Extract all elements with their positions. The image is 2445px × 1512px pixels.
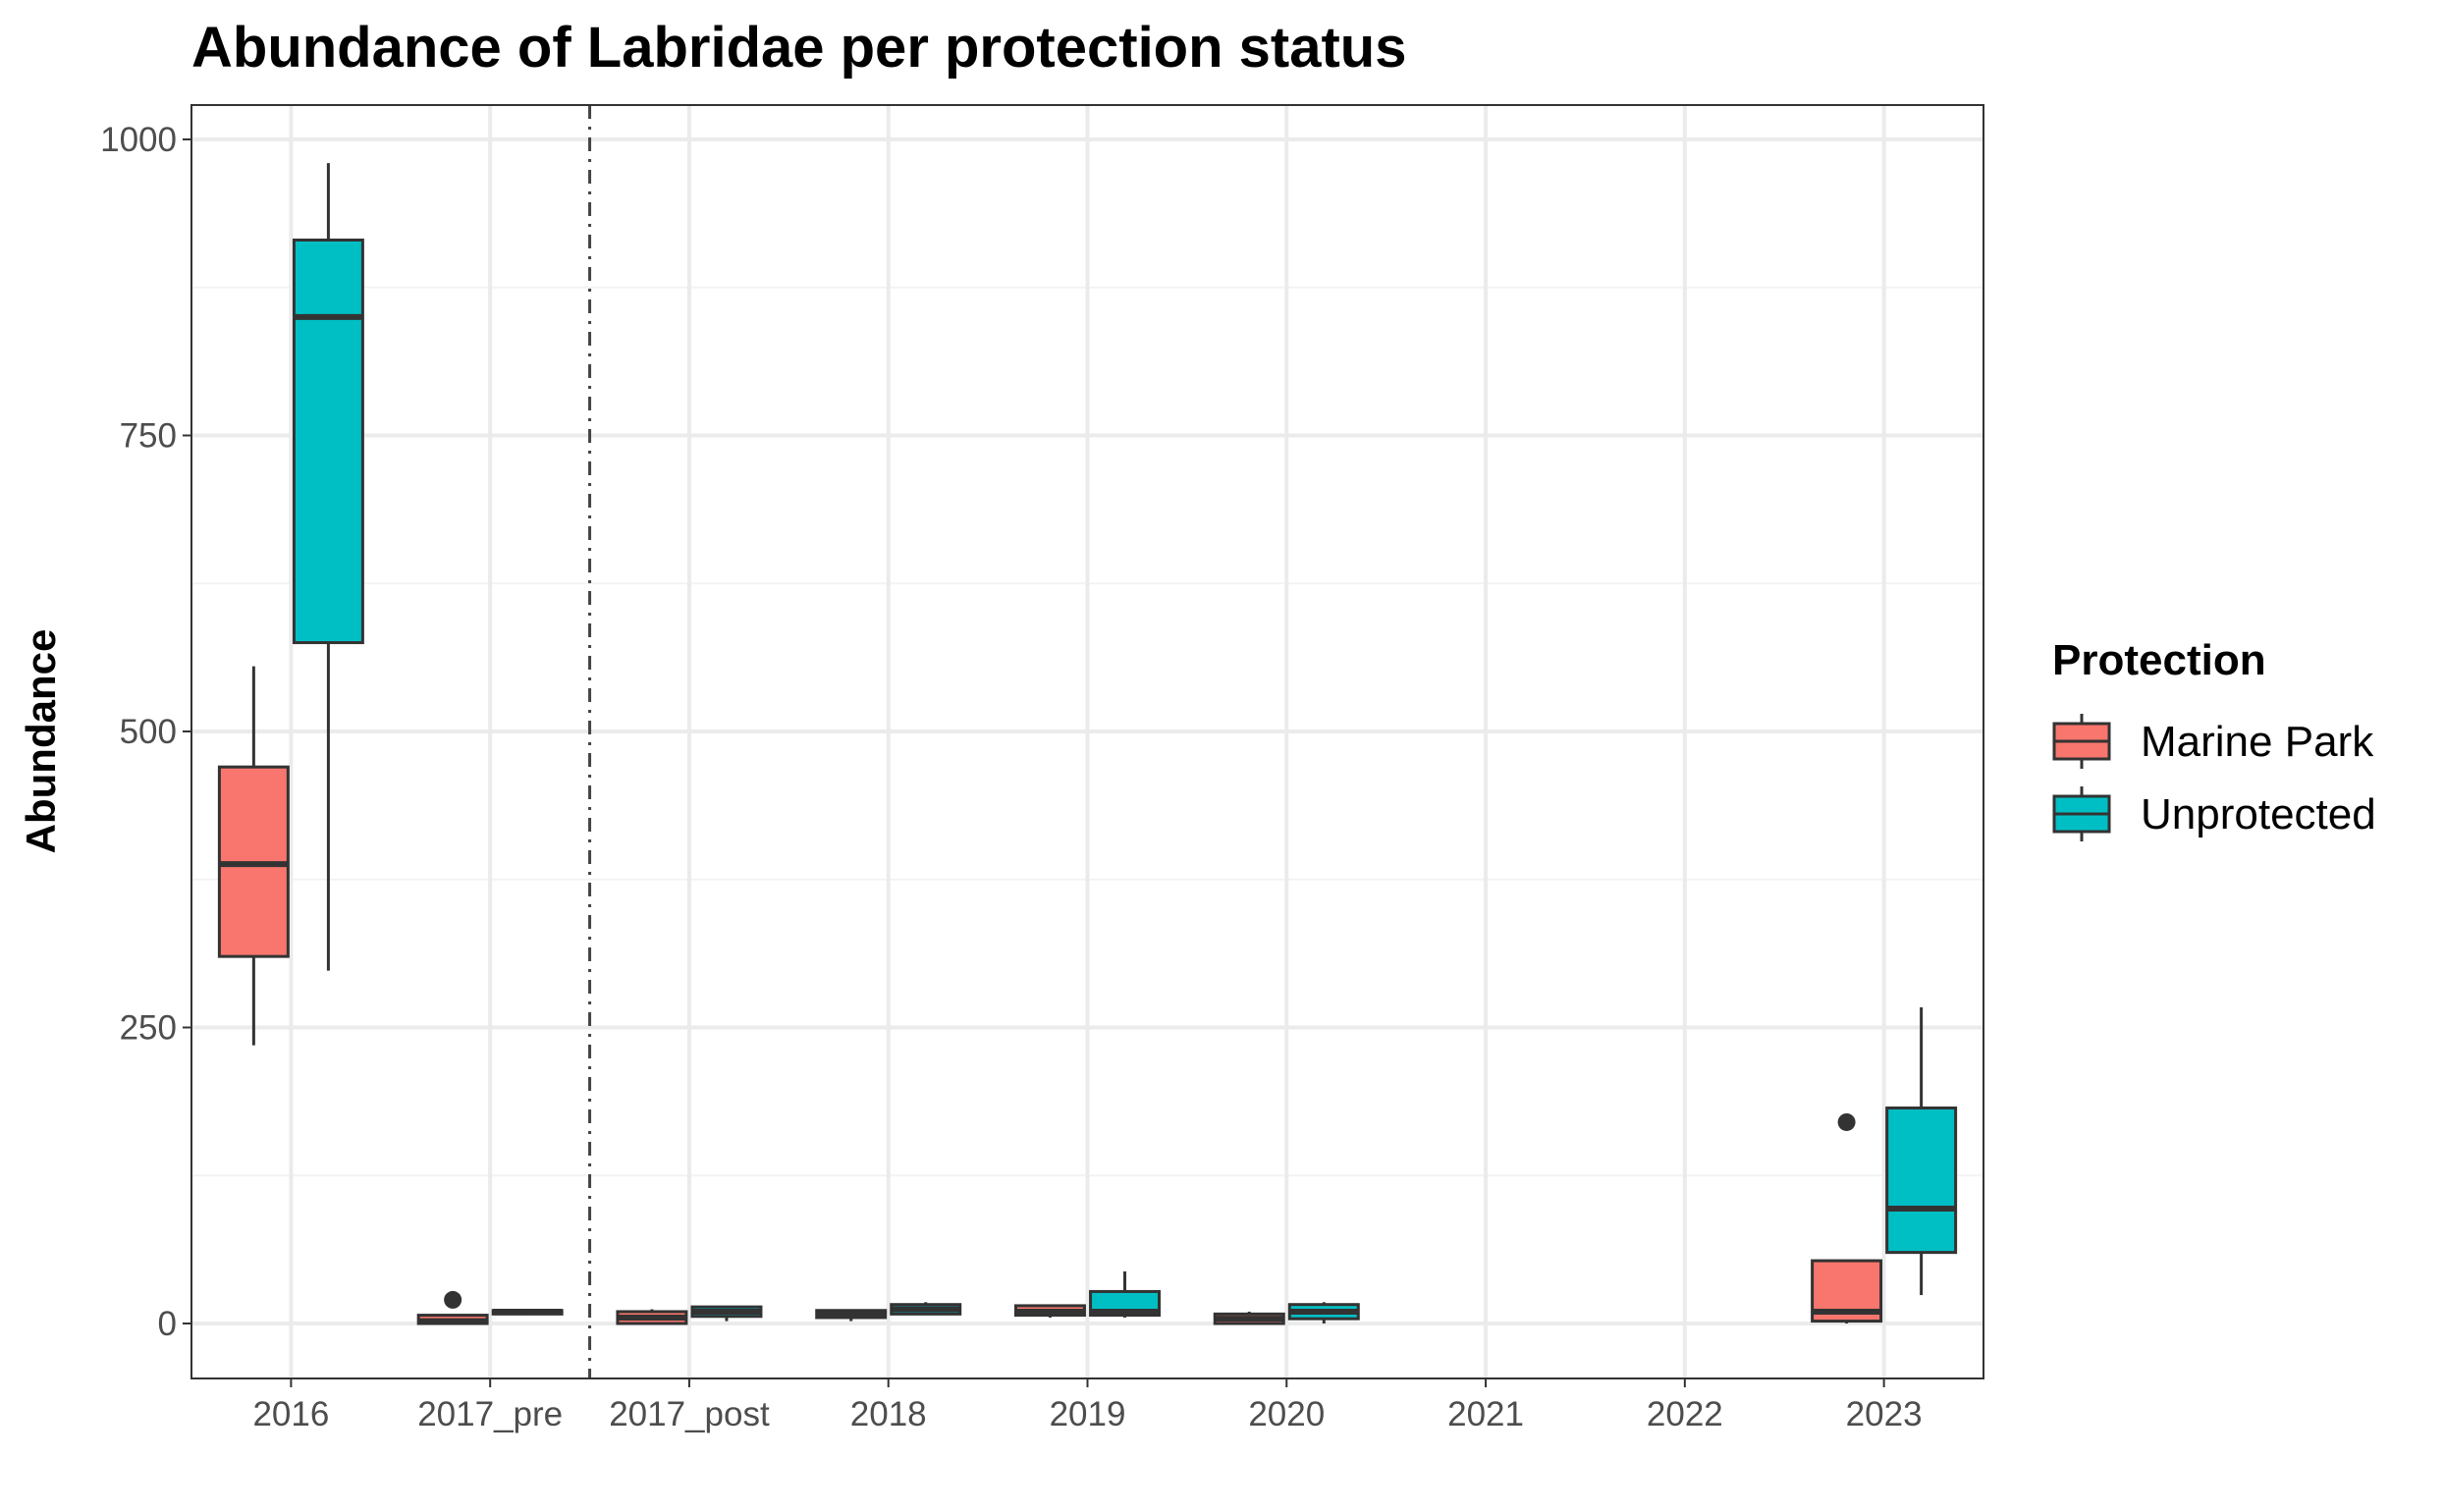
boxplot-marine-park-2018 (815, 1309, 888, 1322)
x-tick-label: 2016 (252, 1395, 329, 1433)
legend-key-unprotected (2052, 786, 2111, 841)
boxplot-unprotected-2017_pre (491, 1308, 564, 1316)
y-tick-label: 250 (120, 1009, 177, 1048)
outlier-point (1837, 1112, 1856, 1131)
box (292, 239, 364, 645)
boxplots (217, 163, 1958, 1325)
boxplot-marine-park-2017_pre (416, 1290, 489, 1325)
y-axis: 0 250 500 750 1000 (100, 121, 191, 1343)
box (1885, 1107, 1958, 1255)
boxplot-marine-park-2020 (1213, 1311, 1285, 1325)
outlier-point (444, 1290, 462, 1309)
y-tick-label: 0 (158, 1305, 177, 1343)
x-axis: 2016 2017_pre 2017_post 2018 2019 2020 2021 202… (252, 1378, 1923, 1433)
boxplot-unprotected-2018 (890, 1302, 962, 1316)
x-tick-label: 2021 (1447, 1395, 1524, 1433)
chart-title: Abundance of Labridae per protection sta… (191, 16, 1406, 80)
legend: Protection Marine Park Unprotected (2052, 636, 2376, 841)
x-tick-label: 2019 (1050, 1395, 1126, 1433)
y-tick-label: 500 (120, 713, 177, 751)
y-axis-title: Abundance (18, 629, 64, 854)
boxplot-marine-park-2023 (1811, 1112, 1883, 1323)
legend-key-marine-park (2052, 714, 2111, 769)
x-tick-label: 2020 (1248, 1395, 1325, 1433)
y-tick-label: 750 (120, 417, 177, 456)
boxplot-marine-park-2019 (1014, 1304, 1086, 1318)
boxplot-unprotected-2023 (1885, 1006, 1958, 1296)
boxplot-unprotected-2019 (1089, 1270, 1161, 1318)
x-tick-label: 2023 (1846, 1395, 1923, 1433)
boxplot-marine-park-2016 (217, 666, 290, 1046)
x-tick-label: 2017_post (609, 1395, 770, 1433)
y-tick-label: 1000 (100, 121, 177, 159)
boxplot-unprotected-2016 (292, 163, 364, 971)
legend-title: Protection (2052, 636, 2266, 684)
boxplot-marine-park-2017_post (616, 1309, 688, 1325)
x-tick-label: 2017_pre (417, 1395, 563, 1433)
legend-label: Marine Park (2141, 718, 2374, 766)
grid (191, 105, 1983, 1378)
legend-label: Unprotected (2141, 790, 2376, 838)
x-tick-label: 2018 (850, 1395, 927, 1433)
x-tick-label: 2022 (1647, 1395, 1723, 1433)
boxplot-unprotected-2017_post (690, 1305, 763, 1322)
boxplot-unprotected-2020 (1287, 1302, 1360, 1323)
